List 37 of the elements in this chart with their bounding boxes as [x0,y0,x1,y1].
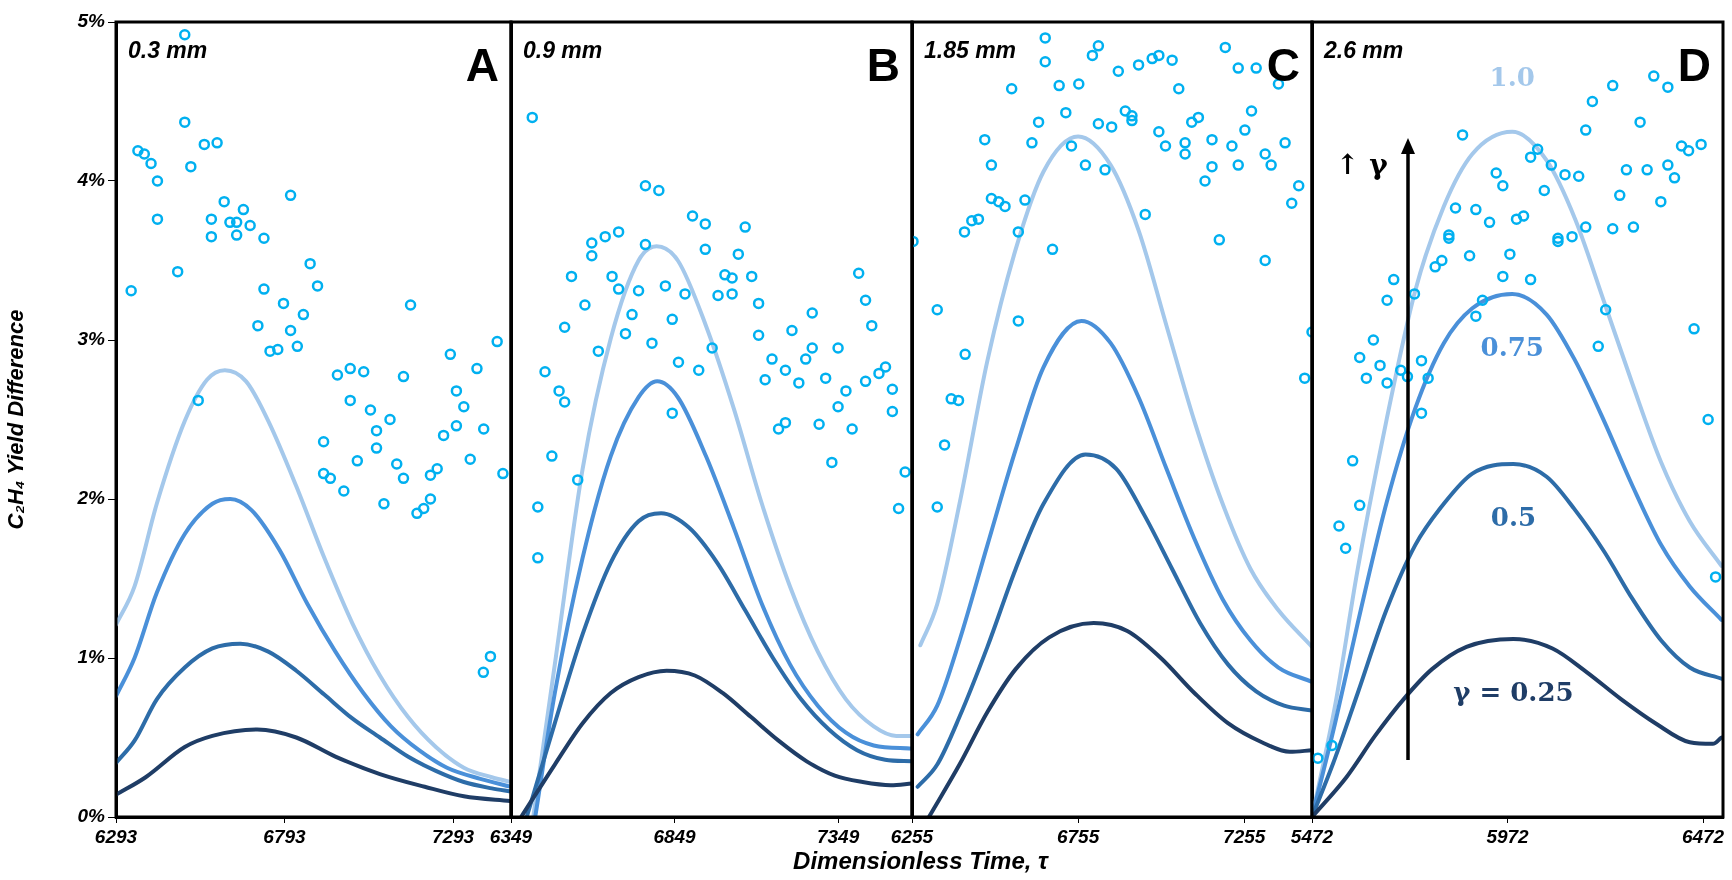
x-tick-label: 5472 [1290,825,1334,847]
y-tick-label: 2% [76,487,106,509]
line-series [116,641,511,794]
x-tick-label: 7349 [816,825,860,847]
annotation: 2.6 mm [1323,37,1404,64]
annotation: 0.9 mm [523,37,603,64]
annotation: 1.85 mm [924,37,1017,64]
annotation: D [1677,38,1711,91]
x-axis-title: Dimensionless Time, τ [792,846,1050,876]
x-tick-label: 7293 [431,825,475,847]
line-series [116,368,511,785]
series-label: γ = 0.25 [1453,676,1574,707]
y-tick-label: 5% [77,10,106,32]
line-series [116,727,511,804]
x-tick-label: 6293 [94,825,138,847]
annotation: B [866,38,900,91]
x-tick-label: 6255 [890,825,934,847]
y-tick-label: 3% [77,328,106,350]
series-label: 0.75 [1480,331,1544,362]
y-tick-label: 1% [77,646,106,668]
y-tick-label: 4% [76,169,106,191]
annotation: C [1266,38,1300,91]
series-label: 0.5 [1490,501,1537,532]
series-label: 1.0 [1489,62,1535,93]
x-tick-label: 6349 [489,825,533,847]
x-tick-label: 6755 [1056,825,1100,847]
annotation: ↑ γ [1336,148,1389,182]
x-tick-label: 6793 [263,825,307,847]
annotation: 0.3 mm [128,37,208,64]
x-tick-label: 7255 [1223,825,1266,847]
annotation: A [465,38,499,91]
y-axis-title: C₂H₄ Yield Difference [3,309,29,530]
x-tick-label: 5972 [1486,825,1530,847]
x-tick-label: 6849 [653,825,697,847]
line-series [116,497,511,789]
y-tick-label: 0% [77,805,106,827]
x-tick-label: 6472 [1681,825,1725,847]
